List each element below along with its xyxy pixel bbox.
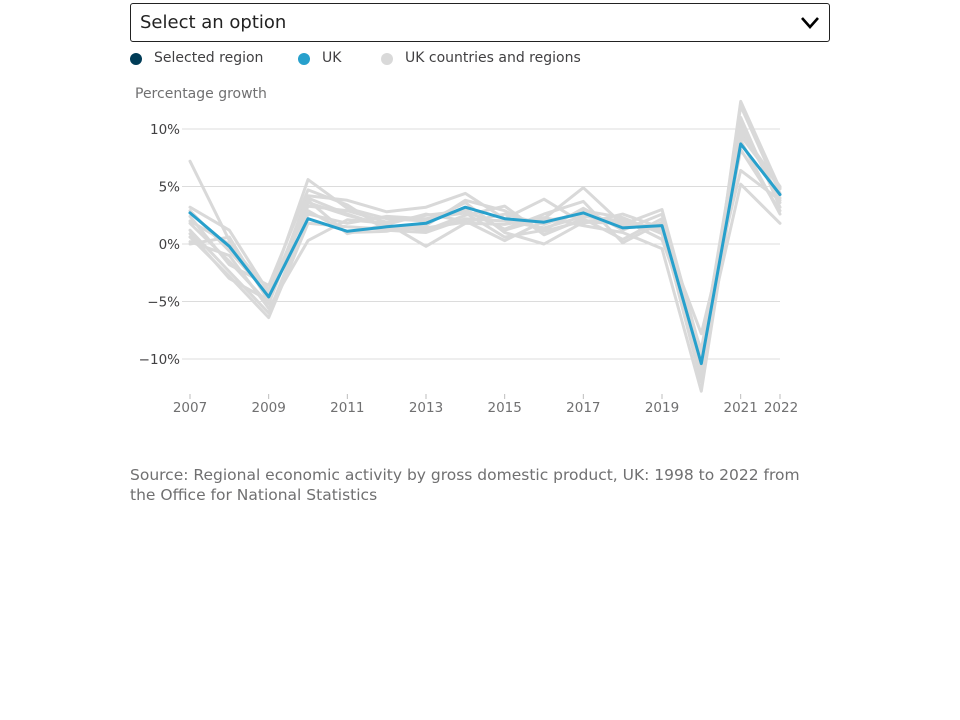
line-chart: Percentage growth 10%5%0%−5%−10% 2007 200…	[135, 86, 798, 416]
y-gridlines	[182, 128, 780, 360]
source-note: Source: Regional economic activity by gr…	[130, 466, 800, 504]
y-axis-label: Percentage growth	[135, 86, 267, 102]
y-tick-label: 10%	[150, 122, 180, 138]
x-tick-label: 2021	[723, 400, 757, 416]
region-select-dropdown[interactable]: Select an option	[130, 3, 830, 42]
y-tick-labels: 10% 5% 0% −5% −10%	[139, 122, 180, 368]
x-tick-label: 2007	[173, 400, 207, 416]
y-tick-label: 5%	[159, 180, 181, 196]
legend-label: Selected region	[154, 50, 264, 66]
x-tick-label: 2022	[764, 400, 798, 416]
y-tick-label: 0%	[159, 237, 181, 253]
region-series-line	[188, 148, 782, 362]
region-select-label: Select an option	[140, 12, 287, 33]
legend-swatch	[130, 53, 142, 65]
legend-swatch	[298, 53, 310, 65]
region-series-line	[188, 134, 782, 375]
x-tick-labels: 2007 2009 2011 2013 2015 2017 2019 2021 2022	[173, 394, 798, 416]
legend-label: UK countries and regions	[405, 50, 581, 66]
x-tick-label: 2019	[645, 400, 679, 416]
y-tick-label: −5%	[147, 295, 180, 311]
chevron-down-icon	[801, 17, 819, 29]
legend-swatch	[381, 53, 393, 65]
x-tick-label: 2015	[487, 400, 521, 416]
regions-series-lines	[188, 99, 782, 393]
x-tick-label: 2013	[409, 400, 443, 416]
x-tick-label: 2009	[251, 400, 285, 416]
legend-label: UK	[322, 50, 342, 66]
uk-series-line	[188, 142, 782, 366]
x-tick-label: 2017	[566, 400, 600, 416]
y-tick-label: −10%	[139, 352, 180, 368]
uk-series-line	[188, 142, 782, 366]
region-series-line	[188, 168, 782, 336]
x-tick-label: 2011	[330, 400, 364, 416]
